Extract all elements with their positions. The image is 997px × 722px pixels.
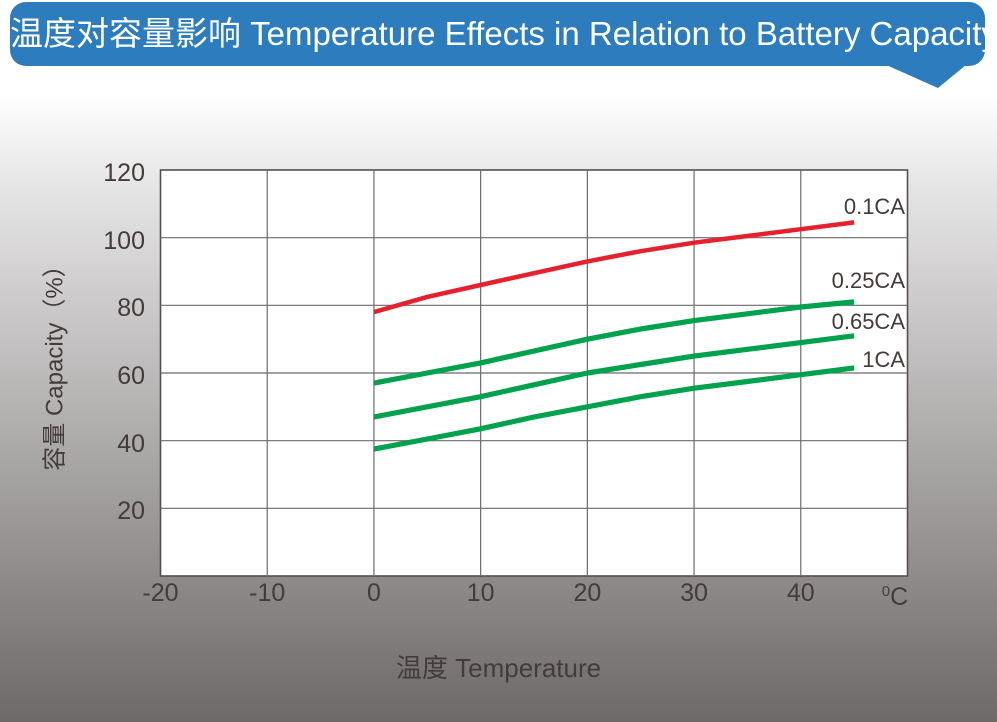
x-tick-label: -20 (142, 579, 179, 607)
y-tick-label: 100 (103, 226, 145, 255)
x-tick-label: 30 (680, 579, 708, 607)
x-axis-title: 温度 Temperature (395, 653, 602, 683)
y-tick-label: 40 (117, 429, 145, 458)
speech-bubble-tail-icon (875, 60, 972, 88)
curve-1CA (373, 365, 855, 452)
y-tick-label: 120 (103, 159, 145, 187)
y-tick-label: 60 (117, 362, 145, 390)
x-tick-label: 40 (786, 579, 815, 607)
series-label: 1CA (862, 346, 905, 372)
y-axis-title: 容量 Capacity（%） (41, 253, 69, 471)
x-tick-label: 20 (573, 579, 602, 607)
page-title: 温度对容量影响 Temperature Effects in Relation … (10, 15, 997, 52)
curve-0.25CA (373, 299, 855, 386)
title-banner: 温度对容量影响 Temperature Effects in Relation … (10, 2, 997, 66)
y-tick-label: 80 (117, 294, 145, 323)
x-axis-unit-celsius: 0C (865, 578, 925, 611)
x-tick-label: 0 (366, 579, 381, 607)
series-label: 0.65CA (831, 308, 905, 334)
x-axis-unit-superscript: 0 (881, 583, 891, 600)
curve-0.1CA (373, 220, 855, 315)
x-tick-label: -10 (249, 579, 286, 607)
x-axis-unit-letter: C (890, 583, 909, 611)
series-label: 0.1CA (843, 194, 905, 220)
series-label: 0.25CA (831, 267, 905, 293)
x-tick-label: 10 (466, 579, 495, 607)
y-tick-label: 20 (117, 497, 145, 526)
curve-0.65CA (373, 333, 855, 420)
